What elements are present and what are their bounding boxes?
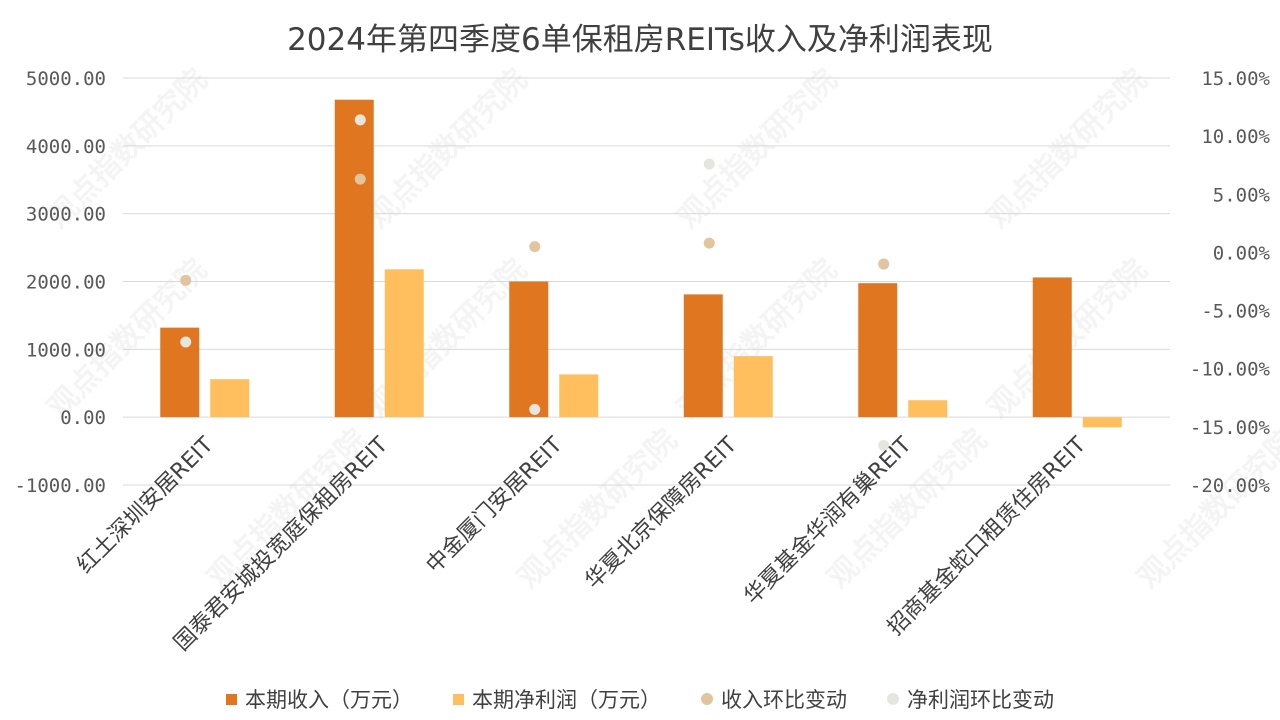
legend-label-revenue-change: 收入环比变动 <box>721 688 847 712</box>
revenue-bar <box>1032 277 1072 418</box>
net-profit-bar <box>733 356 773 418</box>
y-left-tick-label: 3000.00 <box>26 204 106 226</box>
y-left-tick-label: 5000.00 <box>26 68 106 90</box>
watermark-text: 观点指数研究院 <box>981 62 1154 235</box>
y-right-tick-label: 5.00% <box>1213 184 1271 206</box>
revenue-change-dot <box>529 241 541 253</box>
legend-label-net-profit-change: 净利润环比变动 <box>907 688 1054 712</box>
y-left-tick-label: 0.00 <box>60 407 106 429</box>
gridlines <box>123 77 1170 486</box>
y-right-tick-label: -20.00% <box>1190 475 1271 497</box>
bars <box>160 99 1122 428</box>
y-right-tick-label: 15.00% <box>1201 68 1270 90</box>
legend-label-revenue: 本期收入（万元） <box>245 688 413 712</box>
dots <box>180 114 890 451</box>
chart-title: 2024年第四季度6单保租房REITs收入及净利润表现 <box>287 22 993 58</box>
category-label: 国泰君安城投宽庭保租房REIT <box>169 432 393 656</box>
legend-swatch-net-profit <box>453 693 464 705</box>
watermark-text: 观点指数研究院 <box>1131 422 1280 595</box>
net-profit-bar <box>559 374 599 418</box>
y-left-tick-label: -1000.00 <box>14 475 106 497</box>
y-right-tick-label: 0.00% <box>1213 242 1271 264</box>
y-left-tick-label: 2000.00 <box>26 272 106 294</box>
revenue-bar <box>509 281 549 418</box>
revenue-bar <box>334 99 374 418</box>
net-profit-bar <box>1082 417 1122 428</box>
revenue-change-dot <box>703 237 715 249</box>
legend-swatch-revenue-change <box>701 693 713 705</box>
net-profit-bar <box>908 400 948 418</box>
legend-item-revenue: 本期收入（万元） <box>226 684 413 714</box>
y-right-tick-label: -5.00% <box>1201 301 1270 323</box>
legend: 本期收入（万元） 本期净利润（万元） 收入环比变动 净利润环比变动 <box>0 684 1280 714</box>
revenue-bar <box>160 327 200 418</box>
legend-label-net-profit: 本期净利润（万元） <box>472 688 661 712</box>
net-profit-bar <box>384 269 424 418</box>
net-profit-change-dot <box>529 403 541 415</box>
category-label: 红土深圳安居REIT <box>73 432 219 578</box>
net-profit-change-dot <box>703 158 715 170</box>
revenue-change-dot <box>878 258 890 270</box>
revenue-change-dot <box>180 274 192 286</box>
net-profit-change-dot <box>878 439 890 451</box>
y-right-tick-label: -10.00% <box>1190 359 1271 381</box>
legend-item-revenue-change: 收入环比变动 <box>701 684 847 714</box>
y-left-tick-label: 4000.00 <box>26 136 106 158</box>
revenue-bar <box>683 294 723 418</box>
legend-swatch-revenue <box>226 693 237 705</box>
legend-swatch-net-profit-change <box>887 693 899 705</box>
revenue-bar <box>858 283 898 418</box>
legend-item-net-profit: 本期净利润（万元） <box>453 684 661 714</box>
legend-item-net-profit-change: 净利润环比变动 <box>887 684 1054 714</box>
revenue-change-dot <box>354 173 366 185</box>
y-right-tick-label: 10.00% <box>1201 126 1270 148</box>
y-left-tick-label: 1000.00 <box>26 339 106 361</box>
watermark-text: 观点指数研究院 <box>201 422 374 595</box>
net-profit-bar <box>210 379 250 418</box>
net-profit-change-dot <box>180 336 192 348</box>
y-right-tick-label: -15.00% <box>1190 417 1271 439</box>
watermark-text: 观点指数研究院 <box>361 62 534 235</box>
category-label: 招商基金蛇口租赁住房REIT <box>883 432 1091 640</box>
net-profit-change-dot <box>354 114 366 126</box>
watermark-text: 观点指数研究院 <box>671 62 844 235</box>
